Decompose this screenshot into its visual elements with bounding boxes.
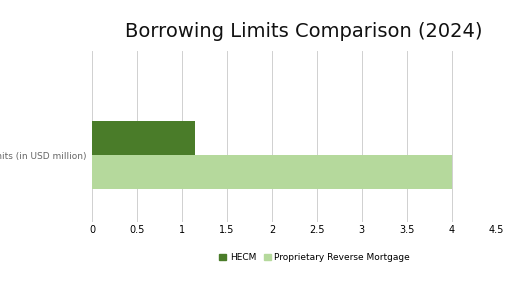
Text: Borrowing Limits Comparison (2024): Borrowing Limits Comparison (2024): [124, 23, 482, 41]
Bar: [92, 155, 452, 189]
Legend: HECM, Proprietary Reverse Mortgage: HECM, Proprietary Reverse Mortgage: [216, 249, 414, 266]
Bar: [92, 121, 196, 155]
